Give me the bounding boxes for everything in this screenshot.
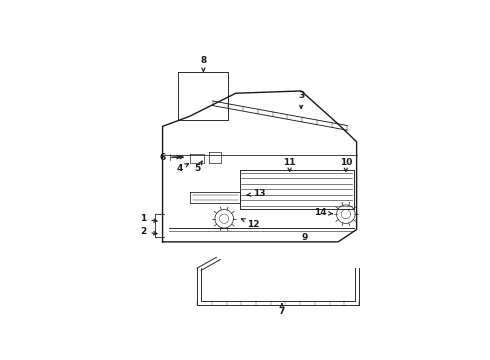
Text: 10: 10 — [340, 158, 352, 171]
Text: 11: 11 — [283, 158, 296, 171]
Text: 1: 1 — [140, 214, 157, 223]
Text: 7: 7 — [279, 303, 285, 316]
Text: 2: 2 — [140, 228, 157, 237]
Text: 6: 6 — [159, 153, 180, 162]
Text: 14: 14 — [314, 208, 332, 217]
Text: 12: 12 — [242, 219, 260, 229]
Text: 4: 4 — [176, 164, 189, 173]
Text: 9: 9 — [302, 233, 308, 242]
Text: 8: 8 — [200, 56, 206, 71]
Text: 3: 3 — [298, 91, 304, 108]
Text: 13: 13 — [247, 189, 265, 198]
Text: 5: 5 — [194, 161, 202, 173]
